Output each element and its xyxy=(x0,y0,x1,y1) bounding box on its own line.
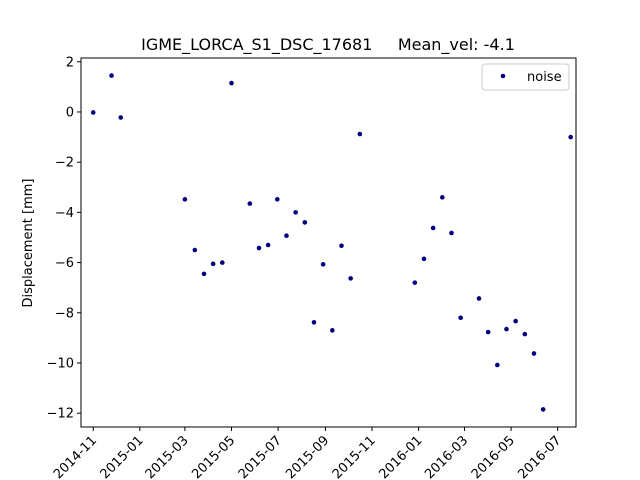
data-point xyxy=(430,225,436,231)
data-point xyxy=(421,256,427,262)
data-point xyxy=(229,80,234,86)
data-point xyxy=(265,242,271,248)
data-point xyxy=(440,195,445,200)
data-point xyxy=(302,220,308,225)
data-point xyxy=(357,131,363,137)
plot-frame xyxy=(80,57,577,428)
data-point xyxy=(201,271,207,277)
y-axis-label: Displacement [mm] xyxy=(21,179,36,308)
data-point xyxy=(485,329,491,335)
data-point xyxy=(256,245,262,251)
chart-title: IGME_LORCA_S1_DSC_17681 Mean_vel: -4.1 xyxy=(141,35,515,55)
data-point xyxy=(531,351,537,356)
y-axis: 2 0 −2 −4 −6 −8 −10 −12 xyxy=(47,55,81,422)
data-point xyxy=(458,315,463,321)
data-point xyxy=(476,296,482,301)
data-point xyxy=(522,331,528,337)
data-point xyxy=(220,260,225,265)
data-point xyxy=(320,262,326,267)
legend-label-noise: noise xyxy=(527,70,562,85)
data-point xyxy=(311,320,317,325)
plot-area xyxy=(80,57,577,428)
data-point xyxy=(293,210,298,215)
legend: noise xyxy=(481,63,570,91)
data-point xyxy=(504,326,509,332)
data-point xyxy=(495,362,500,368)
y-tick-label: −2 xyxy=(55,156,74,171)
y-tick-label: 2 xyxy=(66,55,74,70)
y-tick-label: −6 xyxy=(55,256,74,271)
data-point xyxy=(210,261,216,267)
data-point xyxy=(348,276,353,281)
data-point xyxy=(109,73,114,78)
data-point xyxy=(412,280,418,285)
data-point xyxy=(339,243,344,249)
y-tick-label: −8 xyxy=(55,306,74,321)
y-tick-label: −10 xyxy=(47,356,74,371)
data-point xyxy=(330,328,335,333)
data-point xyxy=(449,230,454,236)
data-point xyxy=(182,197,188,202)
y-tick-label: −4 xyxy=(55,206,74,221)
data-point xyxy=(540,407,546,412)
data-point xyxy=(513,318,518,324)
legend-marker-noise xyxy=(500,73,506,79)
data-point xyxy=(90,110,96,115)
legend-box xyxy=(481,63,570,91)
data-point xyxy=(247,201,253,206)
data-points xyxy=(90,73,573,412)
data-point xyxy=(118,115,124,120)
data-point xyxy=(192,247,198,253)
data-point xyxy=(275,197,280,202)
y-tick-label: 0 xyxy=(66,105,74,120)
data-point xyxy=(284,233,289,239)
data-point xyxy=(568,134,573,140)
y-tick-label: −12 xyxy=(47,407,74,422)
